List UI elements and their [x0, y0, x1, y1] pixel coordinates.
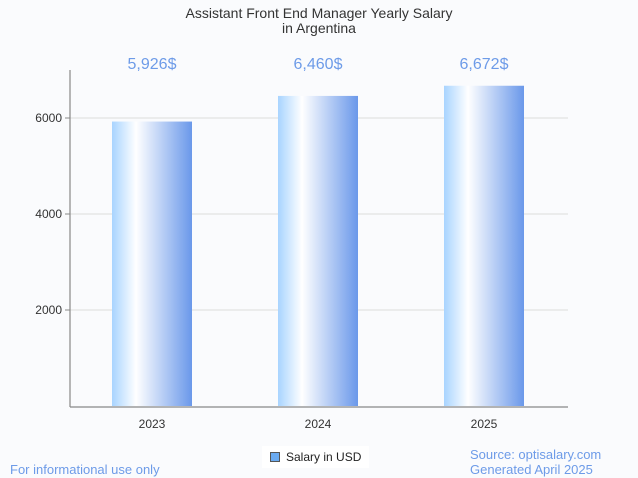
- source-text: Source: optisalary.com: [470, 447, 602, 462]
- x-tick-label: 2023: [139, 417, 166, 431]
- bar-2025[interactable]: [444, 85, 524, 406]
- x-tick-label: 2024: [305, 417, 332, 431]
- legend-label: Salary in USD: [286, 450, 362, 464]
- data-label: 6,672$: [460, 56, 509, 73]
- bar-2023[interactable]: [112, 121, 192, 406]
- y-tick-label: 2000: [35, 303, 62, 317]
- data-label: 6,460$: [294, 56, 343, 73]
- legend[interactable]: Salary in USD: [262, 446, 370, 468]
- chart-title: Assistant Front End Manager Yearly Salar…: [186, 5, 453, 21]
- generated-text: Generated April 2025: [470, 462, 593, 477]
- chart-subtitle: in Argentina: [282, 20, 356, 36]
- legend-swatch: [270, 452, 280, 462]
- y-tick-label: 6000: [35, 111, 62, 125]
- disclaimer: For informational use only: [10, 462, 160, 477]
- data-label: 5,926$: [128, 56, 177, 73]
- bar-2024[interactable]: [278, 95, 358, 407]
- x-tick-label: 2025: [471, 417, 498, 431]
- y-tick-label: 4000: [35, 207, 62, 221]
